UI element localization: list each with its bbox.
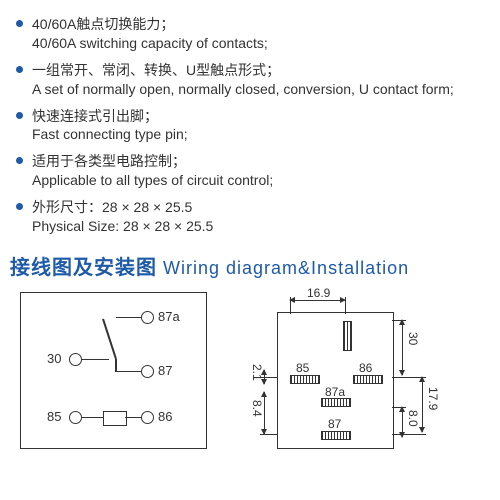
bullet-icon bbox=[16, 112, 23, 119]
section-title-en: Wiring diagram&Installation bbox=[163, 258, 409, 278]
bullet-icon bbox=[16, 157, 23, 164]
label-85: 85 bbox=[47, 409, 61, 424]
dim-right-17 bbox=[422, 377, 423, 432]
pad-87 bbox=[321, 431, 351, 440]
bullet-icon bbox=[16, 203, 23, 210]
terminal-86 bbox=[141, 411, 154, 424]
dim-17-text: 17.9 bbox=[426, 387, 440, 410]
section-title: 接线图及安装图 Wiring diagram&Installation bbox=[10, 251, 490, 280]
terminal-87 bbox=[141, 365, 154, 378]
wire bbox=[116, 317, 141, 319]
label-86: 86 bbox=[158, 409, 172, 424]
switch-arm bbox=[102, 319, 116, 359]
pad-87a bbox=[321, 398, 351, 407]
label-87a: 87a bbox=[158, 309, 180, 324]
list-item: 快速连接式引出脚； Fast connecting type pin; bbox=[10, 107, 490, 145]
wire bbox=[81, 417, 103, 419]
bullet-icon bbox=[16, 66, 23, 73]
list-item: 40/60A触点切换能力； 40/60A switching capacity … bbox=[10, 15, 490, 53]
footprint-box: 85 86 87a 87 bbox=[277, 312, 394, 449]
feature-en: Fast connecting type pin; bbox=[32, 125, 490, 144]
feature-cn: 快速连接式引出脚； bbox=[32, 107, 490, 126]
feature-en: Applicable to all types of circuit contr… bbox=[32, 171, 490, 190]
wiring-diagram: 87a 30 87 85 86 bbox=[20, 292, 207, 449]
dim-ext bbox=[392, 377, 426, 378]
dim-ext bbox=[392, 434, 426, 435]
dim-ext bbox=[392, 320, 406, 321]
label-30: 30 bbox=[47, 351, 61, 366]
section-title-cn: 接线图及安装图 bbox=[10, 257, 157, 279]
dim-84-text: 8.4 bbox=[250, 400, 264, 417]
dim-right-30 bbox=[402, 320, 403, 375]
label-86: 86 bbox=[359, 361, 372, 375]
label-85: 85 bbox=[296, 361, 309, 375]
wire bbox=[115, 359, 117, 371]
wire bbox=[115, 371, 141, 373]
dim-ext bbox=[260, 434, 277, 435]
feature-list: 40/60A触点切换能力； 40/60A switching capacity … bbox=[10, 15, 490, 236]
terminal-87a bbox=[141, 311, 154, 324]
feature-cn: 外形尺寸：28 × 28 × 25.5 bbox=[32, 198, 490, 217]
wire bbox=[81, 359, 109, 361]
dim-right-8 bbox=[402, 407, 403, 437]
feature-cn: 40/60A触点切换能力； bbox=[32, 15, 490, 34]
dim-top bbox=[290, 300, 345, 301]
feature-en: 40/60A switching capacity of contacts; bbox=[32, 34, 490, 53]
list-item: 适用于各类型电路控制； Applicable to all types of c… bbox=[10, 152, 490, 190]
label-87: 87 bbox=[328, 417, 341, 431]
coil bbox=[103, 411, 127, 426]
dim-30-text: 30 bbox=[406, 332, 420, 345]
dim-top-text: 16.9 bbox=[307, 286, 330, 300]
list-item: 一组常开、常闭、转换、U型触点形式； A set of normally ope… bbox=[10, 61, 490, 99]
pad-85 bbox=[290, 375, 320, 384]
label-87: 87 bbox=[158, 363, 172, 378]
dim-left-8 bbox=[264, 392, 265, 434]
feature-cn: 一组常开、常闭、转换、U型触点形式； bbox=[32, 61, 490, 80]
installation-diagram: 16.9 85 86 87a 87 30 17.9 8.0 2.1 8.4 bbox=[232, 292, 442, 467]
feature-cn: 适用于各类型电路控制； bbox=[32, 152, 490, 171]
feature-en: A set of normally open, normally closed,… bbox=[32, 80, 490, 99]
dim-8-text: 8.0 bbox=[406, 410, 420, 427]
dim-2-text: 2.1 bbox=[250, 364, 264, 381]
pad-86 bbox=[353, 375, 383, 384]
feature-en: Physical Size: 28 × 28 × 25.5 bbox=[32, 217, 490, 236]
dim-ext bbox=[260, 377, 277, 378]
label-87a: 87a bbox=[325, 385, 345, 399]
bullet-icon bbox=[16, 20, 23, 27]
list-item: 外形尺寸：28 × 28 × 25.5 Physical Size: 28 × … bbox=[10, 198, 490, 236]
dim-ext bbox=[392, 407, 406, 408]
diagrams-row: 87a 30 87 85 86 16.9 bbox=[10, 292, 490, 467]
pad-top bbox=[343, 321, 352, 351]
wire bbox=[125, 417, 141, 419]
